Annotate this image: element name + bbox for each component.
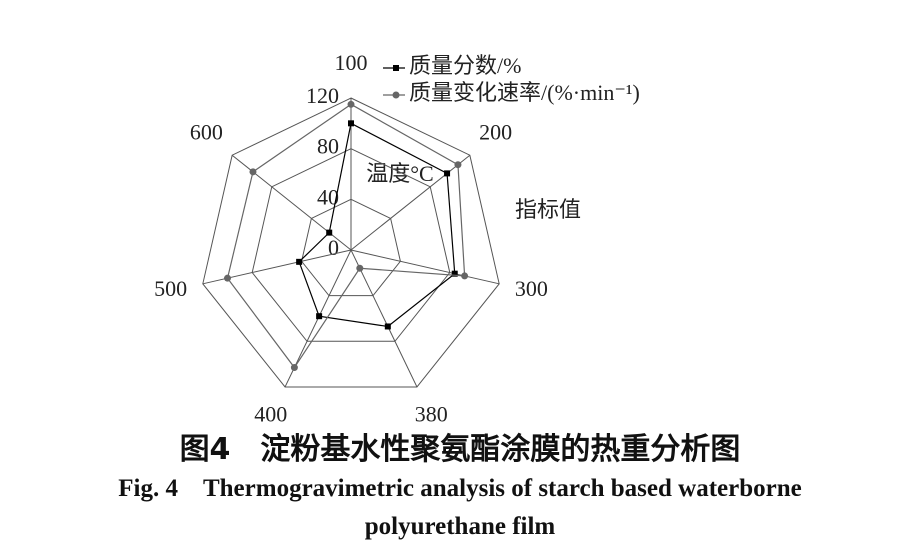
category-label: 200 [479, 120, 512, 145]
legend-marker [393, 65, 399, 71]
spoke [350, 249, 418, 388]
data-point [454, 161, 462, 169]
value-axis-title: 指标值 [515, 197, 581, 222]
data-point [249, 168, 257, 176]
data-point [461, 272, 469, 280]
radial-tick-label: 80 [317, 134, 339, 159]
grid-ring [301, 198, 401, 297]
radial-tick-label: 120 [306, 83, 339, 108]
grid-ring [202, 97, 500, 388]
grid-ring [251, 148, 451, 342]
caption-en: Fig. 4 Thermogravimetric analysis of sta… [118, 475, 802, 540]
chart: 温度°C 指标值 0 40 80 120 100 200 300 380 400 500 600 质量… [154, 50, 640, 427]
radial-tick-label: 40 [317, 184, 339, 209]
category-label: 380 [415, 402, 448, 427]
category-axis-title: 温度°C [366, 161, 433, 186]
caption: 图4 淀粉基水性聚氨酯涂膜的热重分析图 Fig. 4 Thermogravime… [0, 430, 920, 546]
data-point [326, 229, 333, 236]
data-point [348, 120, 354, 127]
category-label: 300 [515, 276, 548, 301]
data-point [224, 274, 232, 282]
category-label: 400 [254, 402, 287, 427]
caption-cn: 图4 淀粉基水性聚氨酯涂膜的热重分析图 [179, 432, 741, 467]
data-point [290, 364, 298, 372]
category-label: 500 [154, 276, 187, 301]
series-line [298, 122, 456, 328]
data-point [296, 258, 303, 265]
radial-tick-label: 0 [328, 235, 339, 260]
data-point [451, 270, 458, 277]
spoke [350, 249, 500, 285]
series-line [226, 103, 466, 369]
data-point [384, 323, 391, 330]
category-label: 100 [335, 50, 368, 75]
data-point [316, 313, 323, 320]
data-point [444, 170, 451, 177]
legend-label: 质量变化速率/(%·min⁻¹) [409, 80, 640, 105]
legend-label: 质量分数/% [409, 53, 521, 78]
category-label: 600 [190, 120, 223, 145]
data-point [356, 264, 364, 272]
legend-marker [392, 91, 400, 99]
data-point [347, 100, 355, 108]
